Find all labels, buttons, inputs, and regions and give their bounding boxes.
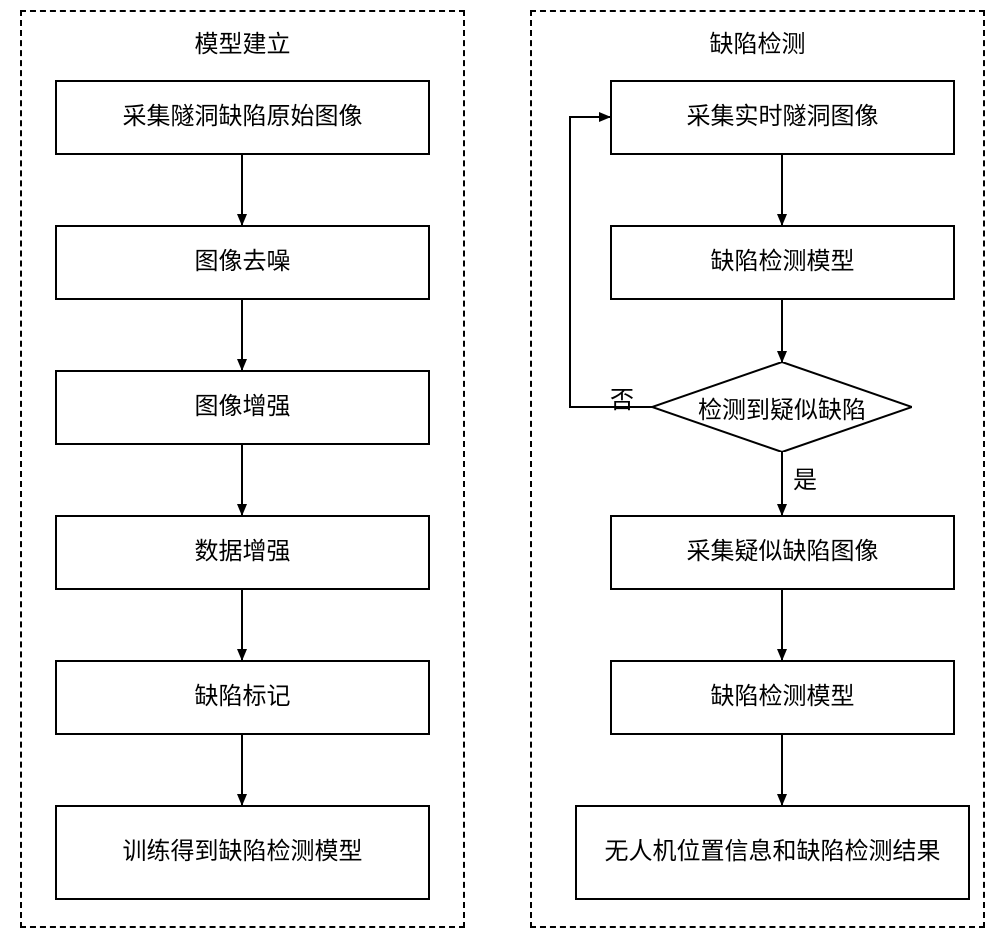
decision-suspect-defect: 检测到疑似缺陷: [652, 362, 912, 452]
edge-label-no: 否: [610, 380, 634, 415]
box-label: 缺陷标记: [195, 682, 291, 713]
box-denoise: 图像去噪: [55, 225, 430, 300]
box-train-model: 训练得到缺陷检测模型: [55, 805, 430, 900]
edge-label-yes: 是: [793, 460, 817, 495]
panel-title-right: 缺陷检测: [710, 24, 806, 59]
box-collect-suspect: 采集疑似缺陷图像: [610, 515, 955, 590]
box-label: 图像去噪: [195, 247, 291, 278]
box-result: 无人机位置信息和缺陷检测结果: [575, 805, 970, 900]
box-data-augment: 数据增强: [55, 515, 430, 590]
box-label-defects: 缺陷标记: [55, 660, 430, 735]
box-label: 数据增强: [195, 537, 291, 568]
box-label: 采集隧洞缺陷原始图像: [123, 102, 363, 133]
box-label: 采集实时隧洞图像: [687, 102, 879, 133]
box-label: 缺陷检测模型: [711, 682, 855, 713]
box-label: 图像增强: [195, 392, 291, 423]
box-label: 训练得到缺陷检测模型: [123, 837, 363, 868]
flowchart-diagram: 模型建立 缺陷检测 采集隧洞缺陷原始图像 图像去噪 图像增强 数据增强 缺陷标记…: [0, 0, 1000, 938]
box-label: 缺陷检测模型: [711, 247, 855, 278]
box-detect-model-1: 缺陷检测模型: [610, 225, 955, 300]
box-label: 采集疑似缺陷图像: [687, 537, 879, 568]
decision-label: 检测到疑似缺陷: [652, 362, 912, 452]
box-label: 无人机位置信息和缺陷检测结果: [605, 837, 941, 868]
box-collect-realtime: 采集实时隧洞图像: [610, 80, 955, 155]
panel-title-left: 模型建立: [195, 24, 291, 59]
box-detect-model-2: 缺陷检测模型: [610, 660, 955, 735]
box-collect-raw-images: 采集隧洞缺陷原始图像: [55, 80, 430, 155]
box-image-enhance: 图像增强: [55, 370, 430, 445]
